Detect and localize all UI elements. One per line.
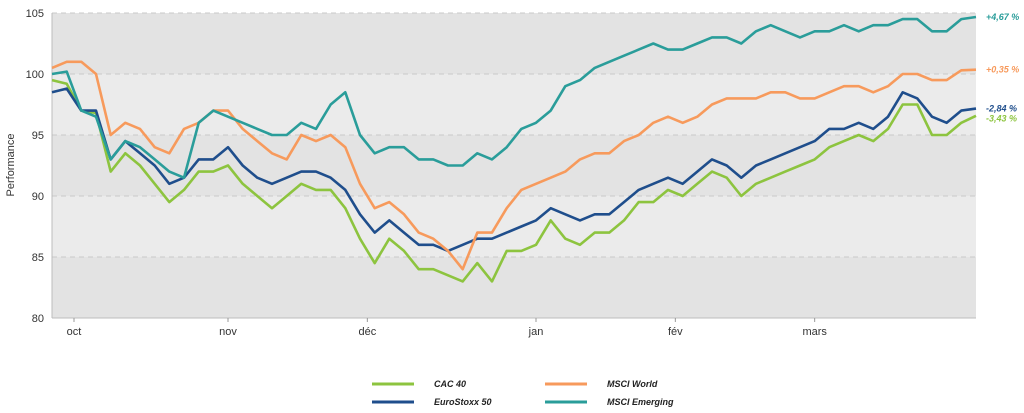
y-tick-label: 90 (32, 191, 44, 203)
x-tick-label: déc (358, 326, 376, 338)
legend-label: EuroStoxx 50 (434, 397, 492, 407)
legend: CAC 40 EuroStoxx 50 MSCI World MSCI Emergin… (372, 379, 674, 407)
x-axis-ticks: oct nov déc jan fév mars (67, 318, 827, 338)
legend-label: MSCI World (607, 379, 658, 389)
end-label: -3,43 % (986, 114, 1017, 124)
x-tick-label: jan (528, 326, 544, 338)
legend-label: MSCI Emerging (607, 397, 674, 407)
end-label: -2,84 % (986, 104, 1017, 114)
series-line-cac-40 (51, 78, 977, 283)
end-labels: +4,67 % +0,35 % -2,84 %-3,43 % (986, 12, 1019, 124)
grid-band (52, 13, 976, 74)
end-label: +4,67 % (986, 12, 1019, 22)
x-tick-label: mars (802, 326, 827, 338)
grid-lines (52, 12, 976, 319)
legend-label: CAC 40 (434, 379, 466, 389)
grid-band (52, 135, 976, 196)
y-tick-label: 85 (32, 252, 44, 264)
y-tick-label: 105 (26, 8, 44, 20)
y-axis-ticks: 80 85 90 95 100 105 (26, 8, 976, 325)
series-line-msci-emerging (51, 15, 977, 179)
x-tick-label: oct (67, 326, 82, 338)
end-label: +0,35 % (986, 65, 1019, 75)
y-tick-label: 95 (32, 130, 44, 142)
y-tick-label: 80 (32, 313, 44, 325)
series-line-eurostoxx-50 (51, 87, 977, 253)
x-tick-label: nov (219, 326, 237, 338)
grid-band (52, 257, 976, 318)
series-lines (51, 15, 977, 283)
y-tick-label: 100 (26, 69, 44, 81)
y-axis-label: Performance (5, 134, 17, 197)
x-tick-label: fév (668, 326, 683, 338)
